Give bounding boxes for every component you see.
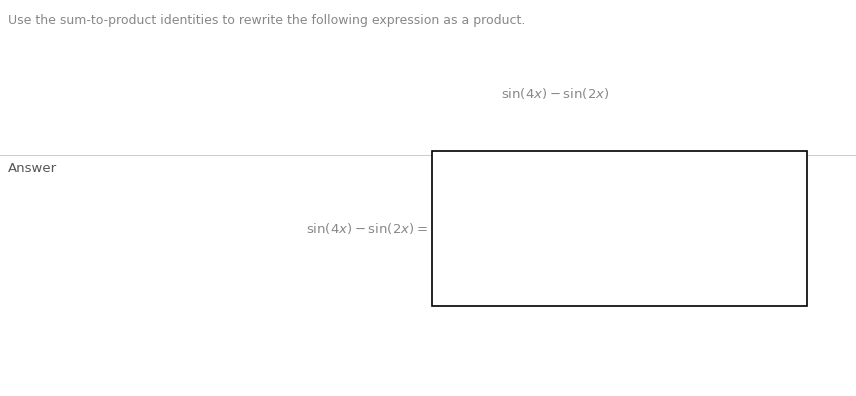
Text: Answer: Answer — [8, 162, 57, 175]
FancyBboxPatch shape — [432, 151, 807, 306]
Text: $\sin(4x) - \sin(2x)$: $\sin(4x) - \sin(2x)$ — [501, 86, 609, 101]
Text: Use the sum-to-product identities to rewrite the following expression as a produ: Use the sum-to-product identities to rew… — [8, 14, 526, 27]
Text: $\sin(4x) - \sin(2x) =$: $\sin(4x) - \sin(2x) =$ — [306, 221, 428, 236]
